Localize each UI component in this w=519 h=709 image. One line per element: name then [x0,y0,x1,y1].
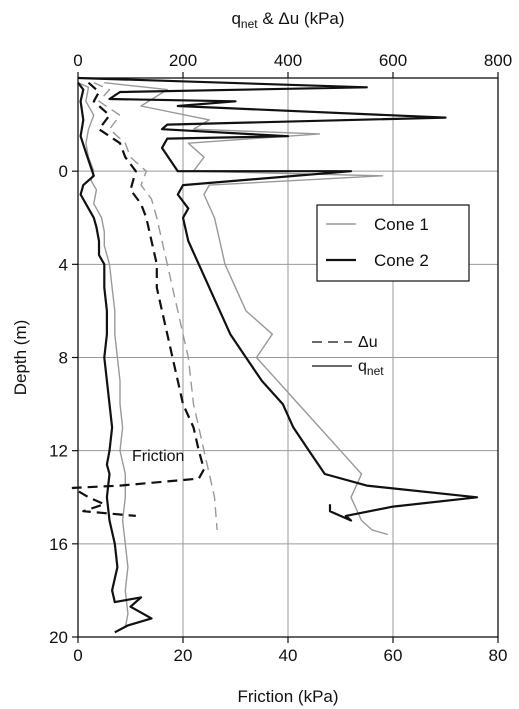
tick-label-y-12: 12 [49,442,68,461]
tick-label-y-8: 8 [59,349,68,368]
tick-label-x-60: 60 [384,646,403,665]
tick-label-x-40: 40 [279,646,298,665]
tick-label-y-20: 20 [49,628,68,647]
key-label-qnet: qnet [358,358,384,378]
series-cone-2-friction [77,82,153,634]
tick-label-x2-200: 200 [169,51,197,70]
top-axis-title: qnet & Δu (kPa) [231,9,344,31]
x-axis-title: Friction (kPa) [237,687,338,706]
tick-label-x2-600: 600 [379,51,407,70]
top-axis-title-rest: & Δu (kPa) [258,9,345,28]
tick-label-x2-800: 800 [484,51,512,70]
series-cone-1-friction [77,82,129,628]
legend-label-cone-2: Cone 2 [374,251,429,270]
grid [78,78,498,637]
series-cone-1-q-net [104,82,388,536]
key-label-qnet-sub: net [367,364,384,378]
legend-label-cone-1: Cone 1 [374,215,429,234]
top-axis-title-sub: net [241,17,258,31]
annotation-friction: Friction [132,448,184,465]
tick-label-x-80: 80 [489,646,508,665]
series-cone-1-delta-u [93,82,218,530]
tick-label-x2-0: 0 [73,51,82,70]
key-label-delta-u: Δu [358,334,378,351]
series-layer [71,76,479,634]
tick-label-y-0: 0 [59,162,68,181]
style-key: Δu qnet [312,334,384,378]
tick-label-y-16: 16 [49,535,68,554]
tick-label-x2-400: 400 [274,51,302,70]
key-label-qnet-main: q [358,358,367,375]
top-axis-title-main: q [231,9,240,28]
tick-label-y-4: 4 [59,255,68,274]
y-axis-title: Depth (m) [11,320,30,396]
tick-label-x-0: 0 [73,646,82,665]
legend: Cone 1 Cone 2 [316,204,470,282]
series-cone-2-q-net [77,76,479,522]
legend-box [316,204,470,282]
series-cone-2-delta-u [71,81,206,517]
tick-label-x-20: 20 [174,646,193,665]
